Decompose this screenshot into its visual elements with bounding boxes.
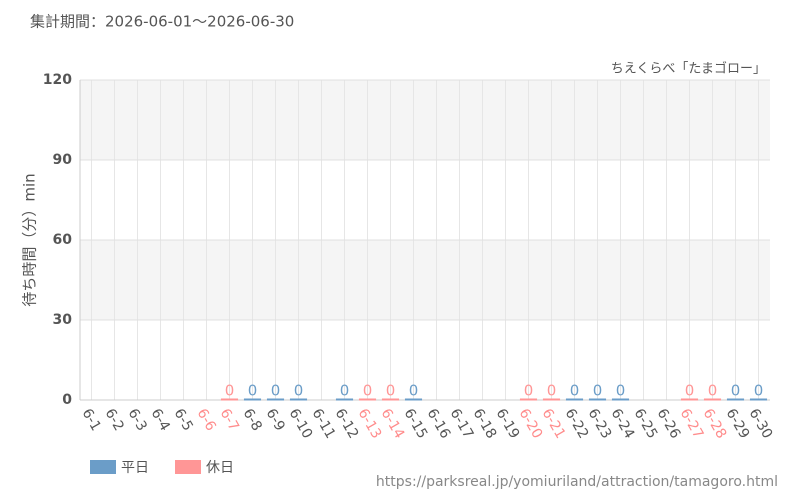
value-label: 0 — [294, 382, 304, 400]
value-label: 0 — [409, 382, 419, 400]
x-tick-label: 6-19 — [493, 406, 523, 442]
legend-label: 平日 — [121, 460, 149, 476]
x-tick-label: 6-21 — [539, 406, 569, 442]
x-tick-label: 6-23 — [585, 406, 615, 442]
bar — [381, 398, 400, 401]
bar — [542, 398, 561, 401]
legend-swatch — [175, 460, 201, 474]
x-tick-label: 6-13 — [355, 406, 385, 442]
legend-swatch — [90, 460, 116, 474]
bar — [680, 398, 699, 401]
x-tick-label: 6-25 — [631, 406, 661, 442]
value-label: 0 — [524, 382, 534, 400]
x-tick-label: 6-2 — [102, 406, 127, 434]
x-tick-label: 6-18 — [470, 406, 500, 442]
bar — [289, 398, 308, 401]
value-label: 0 — [708, 382, 718, 400]
x-tick-label: 6-29 — [723, 406, 753, 442]
x-tick-label: 6-12 — [332, 406, 362, 442]
legend-label: 休日 — [206, 460, 234, 476]
grid-band — [80, 80, 770, 160]
x-tick-label: 6-16 — [424, 406, 454, 442]
value-label: 0 — [340, 382, 350, 400]
grid-band — [80, 240, 770, 320]
bar — [565, 398, 584, 401]
value-label: 0 — [363, 382, 373, 400]
x-tick-label: 6-9 — [263, 406, 288, 434]
x-tick-label: 6-6 — [194, 406, 219, 434]
bar — [588, 398, 607, 401]
x-tick-label: 6-28 — [700, 406, 730, 442]
x-tick-label: 6-20 — [516, 406, 546, 442]
x-tick-label: 6-15 — [401, 406, 431, 442]
chart-subtitle: ちえくらべ「たまゴロー」 — [611, 61, 766, 77]
value-label: 0 — [271, 382, 281, 400]
value-label: 0 — [731, 382, 741, 400]
x-tick-label: 6-4 — [148, 406, 173, 434]
bar — [611, 398, 630, 401]
x-tick-label: 6-1 — [79, 406, 104, 434]
chart-title: 集計期間：2026-06-01～2026-06-30 — [30, 13, 294, 31]
value-label: 0 — [547, 382, 557, 400]
y-axis-label: 待ち時間（分）min — [21, 173, 39, 306]
bar — [220, 398, 239, 401]
bar — [358, 398, 377, 401]
x-tick-label: 6-14 — [378, 406, 408, 442]
value-label: 0 — [386, 382, 396, 400]
bar — [519, 398, 538, 401]
x-tick-label: 6-10 — [286, 406, 316, 442]
x-tick-label: 6-11 — [309, 406, 339, 442]
y-tick-label: 90 — [53, 152, 73, 168]
source: https://parksreal.jp/yomiuriland/attract… — [376, 474, 778, 490]
value-label: 0 — [593, 382, 603, 400]
bar — [703, 398, 722, 401]
y-tick-label: 120 — [43, 72, 72, 88]
x-tick-label: 6-27 — [677, 406, 707, 442]
x-tick-label: 6-7 — [217, 406, 242, 434]
value-label: 0 — [754, 382, 764, 400]
x-tick-label: 6-17 — [447, 406, 477, 442]
x-tick-label: 6-30 — [746, 406, 776, 442]
bar — [243, 398, 262, 401]
bar — [404, 398, 423, 401]
value-label: 0 — [570, 382, 580, 400]
x-tick-label: 6-24 — [608, 406, 638, 442]
y-tick-label: 0 — [62, 392, 72, 408]
x-tick-label: 6-8 — [240, 406, 265, 434]
x-tick-label: 6-3 — [125, 406, 150, 434]
y-tick-label: 60 — [53, 232, 73, 248]
value-label: 0 — [685, 382, 695, 400]
y-tick-label: 30 — [53, 312, 73, 328]
value-label: 0 — [225, 382, 235, 400]
bar — [749, 398, 768, 401]
bar — [335, 398, 354, 401]
x-tick-label: 6-22 — [562, 406, 592, 442]
x-tick-label: 6-5 — [171, 406, 196, 434]
value-label: 0 — [616, 382, 626, 400]
bar — [266, 398, 285, 401]
value-label: 0 — [248, 382, 258, 400]
bar — [726, 398, 745, 401]
x-tick-label: 6-26 — [654, 406, 684, 442]
